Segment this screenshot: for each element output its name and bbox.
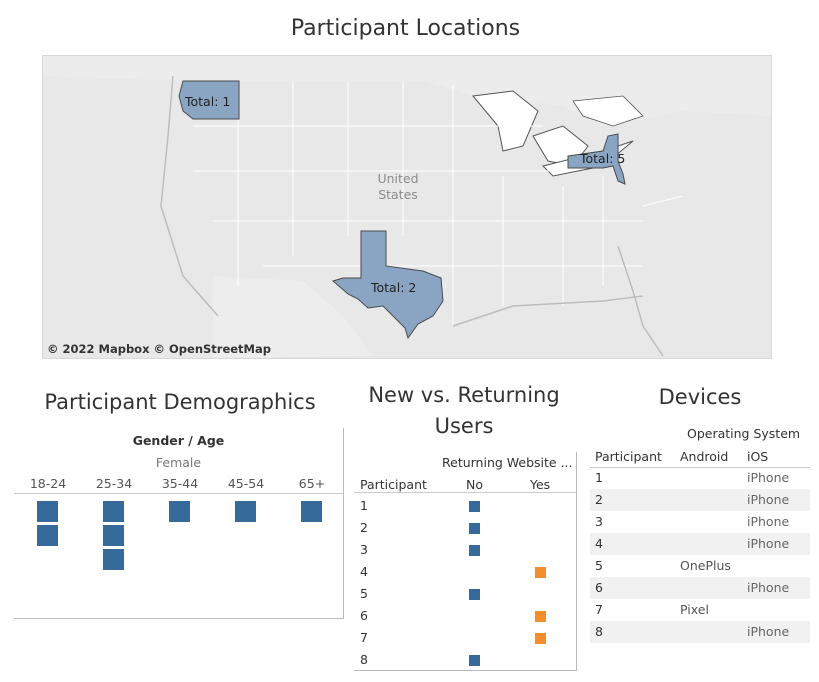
returning-participant-label: 7	[360, 630, 368, 645]
returning-participant-label: 5	[360, 586, 368, 601]
participant-square[interactable]	[235, 501, 256, 522]
returning-table: Returning Website ... Participant No Yes…	[354, 452, 577, 671]
returning-yes-mark[interactable]	[535, 633, 546, 644]
devices-ios-cell: iPhone	[747, 492, 790, 507]
devices-ios-cell: iPhone	[747, 580, 790, 595]
map-attribution[interactable]: © 2022 Mapbox © OpenStreetMap	[47, 342, 271, 356]
returning-participant-label: 8	[360, 652, 368, 667]
returning-yes-mark[interactable]	[535, 567, 546, 578]
participant-square[interactable]	[169, 501, 190, 522]
texas-total-label: Total: 2	[371, 280, 417, 295]
texas-region	[331, 230, 444, 340]
devices-participant-cell: 3	[595, 514, 603, 529]
devices-participant-cell: 8	[595, 624, 603, 639]
devices-ios-cell: iPhone	[747, 514, 790, 529]
demographics-title: Participant Demographics	[44, 390, 316, 414]
devices-ios-cell: iPhone	[747, 536, 790, 551]
demographics-panel: Gender / Age Female 18-24 25-34 35-44 45-54…	[14, 428, 344, 619]
devices-ios-cell: iPhone	[747, 470, 790, 485]
devices-android-cell: Pixel	[680, 602, 709, 617]
participant-square[interactable]	[37, 501, 58, 522]
returning-group-header: Returning Website ...	[442, 455, 573, 470]
devices-participant-cell: 2	[595, 492, 603, 507]
participant-locations-map[interactable]: Total: 1 Total: 2 Total: 5 United States…	[42, 55, 772, 359]
washington-total-label: Total: 1	[185, 94, 231, 109]
returning-title: New vs. Returning Users	[354, 380, 574, 442]
devices-android-cell: OnePlus	[680, 558, 731, 573]
returning-participant-label: 6	[360, 608, 368, 623]
devices-col-ios: iOS	[747, 449, 769, 464]
returning-col-no: No	[466, 477, 483, 492]
devices-group-header: Operating System	[687, 426, 801, 441]
devices-row[interactable]: 2 iPhone	[590, 489, 810, 511]
participant-square[interactable]	[103, 549, 124, 570]
devices-row[interactable]: 4 iPhone	[590, 533, 810, 555]
devices-row[interactable]: 1 iPhone	[590, 467, 810, 489]
demographics-axis-line	[14, 493, 343, 494]
age-label: 65+	[298, 476, 326, 491]
devices-ios-cell: iPhone	[747, 624, 790, 639]
new-york-region	[567, 133, 626, 185]
devices-row[interactable]: 5 OnePlus	[590, 555, 810, 577]
age-label: 25-34	[95, 476, 133, 491]
returning-no-mark[interactable]	[469, 523, 480, 534]
country-label-line2: States	[378, 187, 418, 202]
map-title: Participant Locations	[290, 16, 521, 41]
returning-row-header: Participant	[360, 477, 427, 492]
participant-square[interactable]	[301, 501, 322, 522]
participant-square[interactable]	[103, 501, 124, 522]
returning-no-mark[interactable]	[469, 655, 480, 666]
returning-title-line2: Users	[434, 414, 494, 438]
participant-square[interactable]	[37, 525, 58, 546]
devices-participant-cell: 7	[595, 602, 603, 617]
age-label: 35-44	[161, 476, 199, 491]
returning-participant-label: 4	[360, 564, 368, 579]
returning-divider	[354, 492, 576, 493]
devices-table: Operating System Participant Android iOS…	[590, 423, 810, 643]
age-label: 45-54	[227, 476, 265, 491]
devices-participant-cell: 1	[595, 470, 603, 485]
returning-participant-label: 2	[360, 520, 368, 535]
returning-col-yes: Yes	[530, 477, 551, 492]
washington-region	[178, 80, 240, 120]
devices-row[interactable]: 6 iPhone	[590, 577, 810, 599]
devices-row[interactable]: 7 Pixel	[590, 599, 810, 621]
returning-participant-label: 1	[360, 498, 368, 513]
returning-title-line1: New vs. Returning	[368, 383, 560, 407]
devices-participant-cell: 6	[595, 580, 603, 595]
age-label: 18-24	[29, 476, 67, 491]
devices-col-android: Android	[680, 449, 729, 464]
devices-divider	[590, 467, 810, 468]
returning-participant-label: 3	[360, 542, 368, 557]
map-background	[43, 56, 771, 358]
devices-participant-cell: 5	[595, 558, 603, 573]
returning-no-mark[interactable]	[469, 501, 480, 512]
country-label-line1: United	[377, 171, 419, 186]
returning-no-mark[interactable]	[469, 545, 480, 556]
participant-square[interactable]	[103, 525, 124, 546]
returning-yes-mark[interactable]	[535, 611, 546, 622]
devices-row[interactable]: 3 iPhone	[590, 511, 810, 533]
new-york-total-label: Total: 5	[580, 151, 626, 166]
devices-title: Devices	[658, 385, 742, 409]
gender-label: Female	[155, 455, 202, 470]
devices-participant-cell: 4	[595, 536, 603, 551]
devices-row-header: Participant	[595, 449, 662, 464]
returning-no-mark[interactable]	[469, 589, 480, 600]
country-label: United States	[373, 171, 423, 203]
devices-row[interactable]: 8 iPhone	[590, 621, 810, 643]
gender-age-header: Gender / Age	[132, 433, 225, 448]
